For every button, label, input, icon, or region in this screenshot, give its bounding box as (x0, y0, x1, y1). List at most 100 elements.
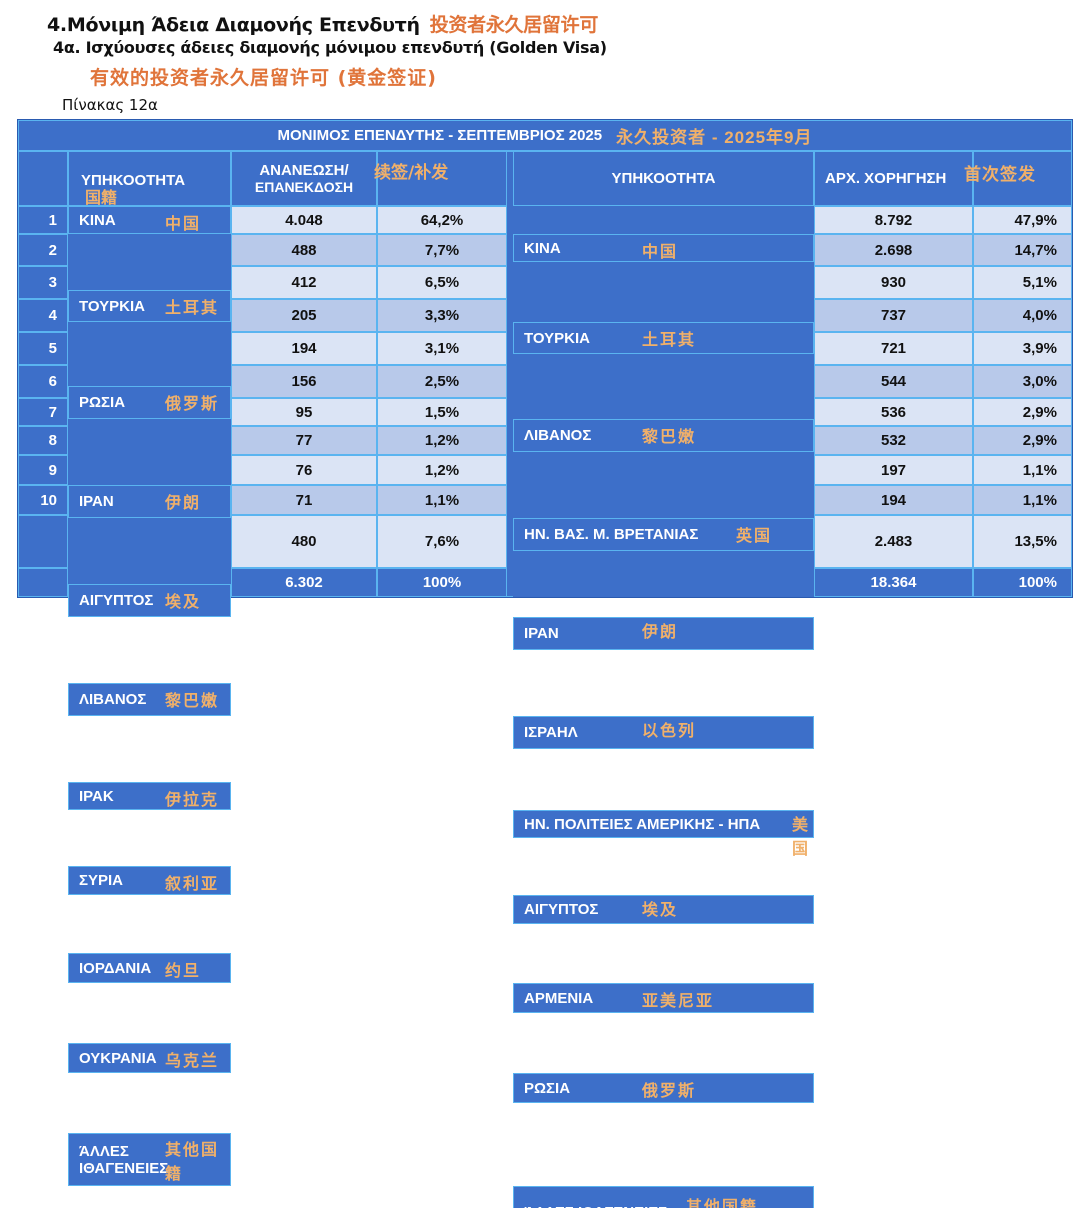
others-label-chinese: 其他国籍 (165, 1140, 220, 1183)
header-renewal-line1: ΑΝΑΝΕΩΣΗ/ (259, 162, 349, 179)
table-title-greek: ΜΟΝΙΜΟΣ ΕΠΕΝΔΥΤΗΣ - ΣΕΠΤΕΜΒΡΙΟΣ 2025 (277, 127, 603, 144)
header-initial-pct: 首次签发 (964, 151, 1072, 206)
header-renewal: ΑΝΑΝΕΩΣΗ/ ΕΠΑΝΕΚΔΟΣΗ (231, 151, 377, 206)
country-name-chinese: 以色列 (642, 721, 697, 740)
renewal-count-cell: 412 (231, 266, 377, 299)
country-cell-left: ΙΟΡΔΑΝΙΑ 约旦 (68, 953, 231, 983)
others-label-line2: ΙΘΑΓΕΝΕΙΕΣ (79, 1159, 169, 1177)
initial-count-cell: 2.698 (814, 234, 973, 266)
renewal-count-cell: 4.048 (231, 206, 377, 234)
rank-cell: 8 (18, 426, 68, 455)
country-cell-right-others: ΆΛΛΕΣ ΙΘΑΓΕΝΕΙΕΣ 其他国籍 (513, 1186, 814, 1208)
page-subtitle: 4α. Ισχύουσες άδειες διαμονής μόνιμου επ… (53, 38, 607, 57)
divider-strip (507, 151, 513, 597)
initial-count-cell: 194 (814, 485, 973, 515)
country-name-chinese: 伊朗 (165, 493, 202, 512)
renewal-pct-cell: 1,2% (377, 426, 507, 455)
country-name-greek: ΣΥΡΙΑ (79, 872, 124, 889)
country-name-greek: ΙΡΑΝ (79, 493, 114, 510)
country-cell-right: ΚΙΝΑ 中国 (513, 234, 814, 262)
country-cell-left: ΣΥΡΙΑ 叙利亚 (68, 866, 231, 895)
renewal-count-cell: 71 (231, 485, 377, 515)
renewal-pct-cell: 3,1% (377, 332, 507, 365)
country-name-greek: ΙΡΑΝ (524, 625, 559, 642)
country-cell-right: ΡΩΣΙΑ 俄罗斯 (513, 1073, 814, 1103)
rank-cell-others (18, 515, 68, 568)
initial-pct-cell: 3,9% (973, 332, 1072, 365)
country-cell-right: ΑΡΜΕΝΙΑ 亚美尼亚 (513, 983, 814, 1013)
initial-count-cell: 930 (814, 266, 973, 299)
country-name-chinese: 美国 (792, 815, 811, 858)
initial-count-cell: 197 (814, 455, 973, 485)
initial-count-cell: 8.792 (814, 206, 973, 234)
country-name-greek: ΚΙΝΑ (524, 239, 561, 257)
initial-count-cell: 532 (814, 426, 973, 455)
table-title: ΜΟΝΙΜΟΣ ΕΠΕΝΔΥΤΗΣ - ΣΕΠΤΕΜΒΡΙΟΣ 2025 永久投… (18, 120, 1072, 151)
header-initial-grant: ΑΡΧ. ΧΟΡΗΓΗΣΗ (814, 151, 973, 206)
renewal-pct-cell: 3,3% (377, 299, 507, 332)
renewal-pct-cell: 7,7% (377, 234, 507, 266)
title-greek: 4.Μόνιμη Άδεια Διαμονής Επενδυτή (47, 14, 420, 36)
residence-permit-table: ΜΟΝΙΜΟΣ ΕΠΕΝΔΥΤΗΣ - ΣΕΠΤΕΜΒΡΙΟΣ 2025 永久投… (17, 119, 1073, 1208)
initial-pct-cell: 1,1% (973, 455, 1072, 485)
country-cell-left: ΛΙΒΑΝΟΣ 黎巴嫩 (68, 683, 231, 716)
country-name-greek: ΚΙΝΑ (79, 211, 116, 229)
initial-pct-cell: 1,1% (973, 485, 1072, 515)
country-name-chinese: 英国 (736, 526, 773, 545)
header-nationality-right-greek: ΥΠΗΚΟΟΤΗΤΑ (611, 170, 716, 187)
rank-cell: 6 (18, 365, 68, 398)
header-nationality-chinese: 国籍 (85, 188, 118, 207)
rank-cell-total (18, 568, 68, 597)
renewal-pct-cell: 1,2% (377, 455, 507, 485)
header-renewal-chinese: 续签/补发 (374, 163, 449, 183)
renewal-pct-cell: 6,5% (377, 266, 507, 299)
total-renewal-count: 6.302 (231, 568, 377, 597)
country-name-greek: ΛΙΒΑΝΟΣ (79, 691, 147, 708)
country-name-chinese: 埃及 (642, 900, 679, 919)
country-cell-right: ΗΝ. ΒΑΣ. Μ. ΒΡΕΤΑΝΙΑΣ 英国 (513, 518, 814, 551)
others-label-right: ΆΛΛΕΣ ΙΘΑΓΕΝΕΙΕΣ (524, 1204, 667, 1208)
country-name-greek: ΤΟΥΡΚΙΑ (524, 329, 590, 347)
others-label-line1: ΆΛΛΕΣ (79, 1142, 129, 1160)
renewal-count-cell: 194 (231, 332, 377, 365)
table-label: Πίνακας 12α (62, 96, 158, 114)
country-name-greek: ΑΙΓΥΠΤΟΣ (79, 592, 154, 609)
initial-pct-cell: 5,1% (973, 266, 1072, 299)
country-name-chinese: 乌克兰 (165, 1051, 220, 1070)
country-name-greek: ΗΝ. ΒΑΣ. Μ. ΒΡΕΤΑΝΙΑΣ (524, 526, 699, 543)
country-cell-right: ΛΙΒΑΝΟΣ 黎巴嫩 (513, 419, 814, 452)
rank-cell: 5 (18, 332, 68, 365)
renewal-count-cell: 76 (231, 455, 377, 485)
renewal-count-cell: 205 (231, 299, 377, 332)
renewal-count-cell: 156 (231, 365, 377, 398)
rank-cell: 1 (18, 206, 68, 234)
country-name-chinese: 叙利亚 (165, 874, 220, 893)
renewal-pct-cell: 64,2% (377, 206, 507, 234)
rank-cell: 9 (18, 455, 68, 485)
total-initial-count: 18.364 (814, 568, 973, 597)
initial-pct-cell: 2,9% (973, 426, 1072, 455)
renewal-pct-cell: 1,5% (377, 398, 507, 426)
country-cell-left: ΙΡΑΝ 伊朗 (68, 485, 231, 518)
country-cell-left: ΑΙΓΥΠΤΟΣ 埃及 (68, 584, 231, 617)
header-renewal-pct: 续签/补发 (374, 151, 507, 206)
country-name-chinese: 黎巴嫩 (642, 427, 697, 446)
country-name-chinese: 伊朗 (642, 622, 679, 641)
country-cell-left: ΤΟΥΡΚΙΑ 土耳其 (68, 290, 231, 322)
title-chinese: 投资者永久居留许可 (429, 14, 599, 36)
others-initial-count: 2.483 (814, 515, 973, 568)
rank-cell: 2 (18, 234, 68, 266)
initial-pct-cell: 14,7% (973, 234, 1072, 266)
country-name-chinese: 亚美尼亚 (642, 991, 715, 1010)
country-cell-right: ΤΟΥΡΚΙΑ 土耳其 (513, 322, 814, 354)
country-name-greek: ΑΡΜΕΝΙΑ (524, 989, 594, 1007)
country-name-chinese: 伊拉克 (165, 790, 220, 809)
renewal-pct-cell: 1,1% (377, 485, 507, 515)
header-nationality-left: ΥΠΗΚΟΟΤΗΤΑ 国籍 (68, 151, 231, 207)
country-name-chinese: 俄罗斯 (165, 394, 220, 413)
country-name-chinese: 俄罗斯 (642, 1081, 697, 1100)
header-initial-chinese: 首次签发 (964, 165, 1036, 185)
country-cell-right: ΗΝ. ΠΟΛΙΤΕΙΕΣ ΑΜΕΡΙΚΗΣ - ΗΠΑ 美国 (513, 810, 814, 858)
page-subtitle-chinese: 有效的投资者永久居留许可 (黄金签证) (90, 67, 437, 89)
others-label-right-chinese: 其他国籍 (686, 1197, 759, 1208)
